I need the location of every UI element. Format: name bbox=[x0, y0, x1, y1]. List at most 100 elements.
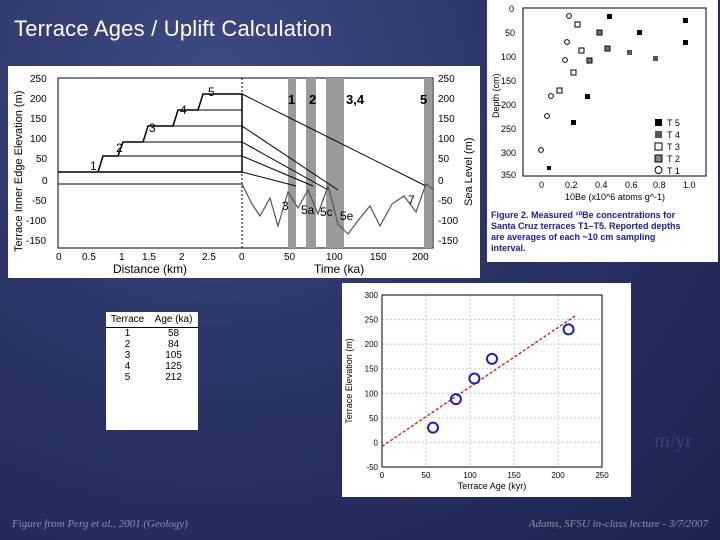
uplift-rate-partial-text: m/yr bbox=[654, 430, 692, 452]
stage-label: 5c bbox=[320, 205, 333, 219]
slide-title: Terrace Ages / Uplift Calculation bbox=[14, 16, 333, 41]
y-tick-label: 200 bbox=[365, 340, 379, 349]
terrace-label: 4 bbox=[180, 103, 187, 117]
correlation-arrow bbox=[241, 93, 427, 187]
fig2-ytick: 100 bbox=[501, 52, 516, 62]
fig1-xtick: 1.5 bbox=[142, 252, 156, 263]
table-row: 4 125 bbox=[124, 361, 182, 372]
fig2-xlabel: 10Be (x10^6 atoms g^-1) bbox=[565, 192, 665, 202]
fig1-ytick: 150 bbox=[30, 114, 47, 125]
fig2-ytick: 150 bbox=[501, 76, 516, 86]
terrace-age-table: Terrace Age (ka) 1 58 2 84 3 105 4 125 5 212 bbox=[106, 312, 198, 430]
fig1-ytick-right: -150 bbox=[438, 236, 458, 247]
fig1-ytick-right: 150 bbox=[438, 114, 455, 125]
legend-symbol bbox=[654, 142, 663, 151]
fig1-xtick: 50 bbox=[284, 252, 296, 263]
y-tick-label: 250 bbox=[365, 316, 379, 325]
legend-item: T 3 bbox=[667, 142, 680, 152]
beryllium-profile-figure: 0 50 100 150 200 250 300 350 0 0.2 0.4 0… bbox=[487, 0, 718, 262]
fig2-ytick: 200 bbox=[501, 100, 516, 110]
x-tick-label: 100 bbox=[463, 471, 477, 480]
table-row: 1 58 bbox=[124, 328, 180, 339]
footer-lecture: Adams, SFSU in-class lecture - 3/7/2007 bbox=[528, 518, 708, 530]
legend-symbol bbox=[654, 154, 663, 163]
fig2-xtick: 0.4 bbox=[595, 180, 608, 190]
fig1-ytick: -50 bbox=[32, 196, 47, 207]
x-tick-label: 250 bbox=[595, 471, 609, 480]
fig2-ylabel: Depth (cm) bbox=[491, 73, 501, 118]
footer-citation: Figure from Perg et al., 2001 (Geology) bbox=[12, 518, 188, 530]
legend-item: T 2 bbox=[667, 154, 680, 164]
fig2-xtick: 0.2 bbox=[565, 180, 578, 190]
terrace-label: 5 bbox=[208, 85, 215, 99]
correlation-arrow bbox=[241, 171, 297, 187]
fig2-frame bbox=[522, 7, 707, 177]
terrace-figure-svg: 250 200 150 100 50 0 -50 -100 -150 250 2… bbox=[13, 74, 475, 276]
fig2-ytick: 0 bbox=[509, 4, 514, 14]
fig1-ytick: 250 bbox=[30, 74, 47, 85]
y-tick-label: 100 bbox=[365, 389, 379, 398]
fig1-xlabel-time: Time (ka) bbox=[314, 262, 364, 276]
table-row: 2 84 bbox=[124, 339, 180, 350]
fig2-xtick: 1.0 bbox=[683, 180, 696, 190]
x-tick-label: 200 bbox=[551, 471, 565, 480]
x-tick-label: 50 bbox=[422, 471, 431, 480]
be-figure-svg: 0 50 100 150 200 250 300 350 0 0.2 0.4 0… bbox=[491, 4, 707, 253]
legend-symbol bbox=[655, 131, 662, 138]
legend-item: T 1 bbox=[667, 166, 680, 176]
x-axis-label: Terrace Age (kyr) bbox=[458, 481, 527, 491]
fig1-xtick: 0 bbox=[56, 252, 62, 263]
fig1-xtick: 150 bbox=[370, 252, 387, 263]
stage-label: 3,4 bbox=[346, 92, 365, 107]
fig1-xlabel-distance: Distance (km) bbox=[113, 262, 187, 276]
fig1-ytick-right: 50 bbox=[438, 154, 450, 165]
fig2-caption-line: are averages of each ~10 cm sampling bbox=[491, 232, 655, 242]
plot-frame bbox=[381, 294, 603, 468]
age-table: Terrace Age (ka) 1 58 2 84 3 105 4 125 5 212 bbox=[106, 312, 198, 383]
fig1-ytick: 50 bbox=[36, 154, 48, 165]
legend-item: T 4 bbox=[667, 130, 680, 140]
fig1-xtick: 0.5 bbox=[82, 252, 96, 263]
fig1-ytick-right: -50 bbox=[438, 196, 453, 207]
stage-label: 3 bbox=[282, 199, 289, 213]
fig2-caption-line: Figure 2. Measured ¹⁰Be concentrations f… bbox=[491, 210, 676, 220]
terrace-label: 3 bbox=[149, 121, 156, 135]
fig1-frame bbox=[57, 77, 434, 249]
stage-label: 5a bbox=[301, 203, 315, 217]
fig1-ytick-right: -100 bbox=[438, 216, 458, 227]
fig2-caption-line: Santa Cruz terraces T1–T5. Reported dept… bbox=[491, 221, 681, 231]
table-header: Age (ka) bbox=[149, 312, 198, 328]
stage-label: 7 bbox=[408, 193, 415, 207]
fig1-ylabel-left: Terrace Inner Edge Elevation (m) bbox=[13, 91, 25, 252]
fig1-xtick: 200 bbox=[412, 252, 429, 263]
scatter-svg: 0 50 100 150 200 250-50050100150200250300Terr… bbox=[344, 291, 609, 491]
svg-text:Figure 2. Measured ¹⁰Be concen: Figure 2. Measured ¹⁰Be concentrations f… bbox=[491, 210, 683, 253]
data-point bbox=[486, 352, 498, 365]
y-tick-label: -50 bbox=[366, 463, 378, 472]
terrace-sea-level-figure: 250 200 150 100 50 0 -50 -100 -150 250 2… bbox=[8, 66, 480, 278]
data-point bbox=[562, 323, 575, 336]
y-tick-label: 0 bbox=[374, 438, 379, 447]
sea-level-curve bbox=[241, 183, 435, 235]
fig1-ytick: -150 bbox=[26, 236, 46, 247]
elevation-vs-age-chart: 0 50 100 150 200 250 -50 0 50 100 150 200 250 300 Terr… bbox=[342, 283, 631, 497]
fig2-ytick: 350 bbox=[501, 170, 516, 180]
fig2-xtick: 0.6 bbox=[625, 180, 638, 190]
correlation-arrow bbox=[241, 155, 314, 187]
legend-symbol bbox=[655, 119, 662, 126]
x-tick-label: 150 bbox=[507, 471, 521, 480]
data-point bbox=[468, 372, 481, 385]
stage-band bbox=[288, 78, 296, 248]
stage-label: 2 bbox=[309, 92, 316, 107]
stage-band bbox=[424, 78, 432, 248]
stage-label: 5e bbox=[340, 209, 354, 223]
fig1-ytick-right: 100 bbox=[438, 134, 455, 145]
y-tick-label: 50 bbox=[369, 414, 378, 423]
table-row: 5 212 bbox=[124, 372, 182, 383]
x-tick-label: 0 bbox=[380, 471, 385, 480]
correlation-arrow bbox=[241, 125, 339, 191]
stage-band bbox=[306, 78, 316, 248]
be-datapoints bbox=[538, 13, 688, 170]
y-tick-label: 300 bbox=[365, 291, 379, 300]
stage-label: 5 bbox=[420, 92, 427, 107]
